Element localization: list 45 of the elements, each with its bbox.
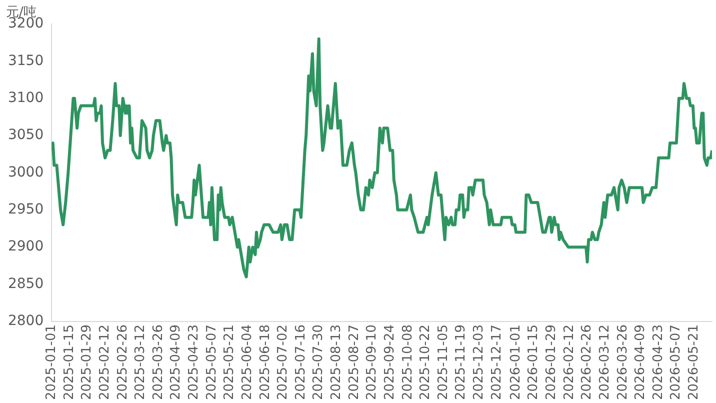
x-tick-label: 2025-01-01 [44, 324, 60, 400]
x-tick-label: 2025-01-15 [62, 324, 77, 400]
x-tick-label: 2026-03-26 [615, 324, 630, 400]
x-tick-label: 2026-01-01 [508, 324, 524, 400]
x-tick-label: 2025-07-16 [293, 324, 308, 400]
x-tick-label: 2025-05-21 [222, 324, 238, 400]
y-tick-label: 2850 [8, 276, 44, 292]
x-tick-label: 2026-04-23 [650, 324, 666, 400]
x-tick-label: 2025-02-26 [115, 324, 130, 400]
x-tick-label: 2025-06-04 [240, 324, 255, 400]
x-tick-label: 2025-12-17 [489, 324, 504, 400]
x-tick-label: 2026-05-21 [686, 324, 702, 400]
x-tick-label: 2025-10-08 [400, 324, 416, 400]
x-tick-label: 2025-09-10 [364, 324, 380, 400]
x-tick-label: 2025-04-09 [168, 324, 184, 400]
x-tick-label: 2025-05-07 [204, 324, 220, 400]
x-tick-label: 2025-07-30 [311, 324, 326, 400]
x-tick-label: 2025-09-24 [382, 324, 398, 400]
x-tick-label: 2025-08-27 [346, 324, 362, 400]
x-tick-label: 2026-02-26 [580, 324, 595, 400]
x-tick-label: 2026-03-12 [597, 324, 612, 400]
x-tick-label: 2025-04-23 [186, 324, 202, 400]
x-tick-label: 2025-02-12 [97, 324, 112, 400]
x-tick-label: 2025-12-03 [472, 324, 487, 400]
x-tick-label: 2025-03-12 [133, 324, 148, 400]
x-tick-label: 2025-11-19 [454, 324, 469, 400]
x-tick-label: 2025-10-22 [418, 324, 434, 400]
y-tick-label: 2900 [8, 238, 44, 255]
x-tick-label: 2025-07-02 [276, 324, 291, 400]
x-tick-label: 2025-06-18 [258, 324, 273, 400]
y-tick-label: 2800 [8, 313, 44, 330]
x-tick-label: 2026-02-12 [562, 324, 577, 400]
x-tick-label: 2025-11-05 [436, 324, 451, 400]
x-tick-label: 2026-01-29 [544, 324, 560, 400]
x-tick-label: 2026-01-15 [526, 324, 542, 400]
x-tick-label: 2026-05-07 [668, 324, 684, 400]
y-tick-label: 3150 [8, 52, 44, 69]
x-tick-label: 2026-04-09 [633, 324, 648, 400]
y-tick-label: 3050 [8, 127, 44, 144]
x-tick-label: 2025-08-13 [329, 324, 344, 400]
y-tick-label: 2950 [8, 202, 44, 218]
x-tick-label: 2025-01-29 [80, 324, 95, 400]
y-tick-label: 3000 [8, 164, 44, 180]
x-tick-label: 2025-03-26 [150, 324, 166, 400]
y-tick-label: 3100 [8, 90, 44, 106]
